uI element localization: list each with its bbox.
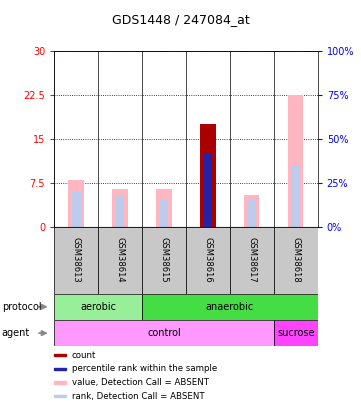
Bar — [160, 200, 168, 227]
Text: value, Detection Call = ABSENT: value, Detection Call = ABSENT — [72, 378, 209, 387]
Text: agent: agent — [2, 328, 30, 338]
Text: GSM38617: GSM38617 — [247, 237, 256, 283]
Bar — [72, 192, 81, 227]
Bar — [247, 200, 256, 227]
Bar — [142, 227, 186, 294]
Bar — [54, 354, 66, 356]
Text: GDS1448 / 247084_at: GDS1448 / 247084_at — [112, 13, 249, 26]
Bar — [69, 180, 84, 227]
Text: sucrose: sucrose — [277, 328, 314, 338]
Text: anaerobic: anaerobic — [206, 302, 254, 312]
Text: GSM38615: GSM38615 — [160, 237, 169, 283]
Text: GSM38618: GSM38618 — [291, 237, 300, 283]
Bar — [274, 227, 318, 294]
Bar — [156, 189, 171, 227]
Text: count: count — [72, 351, 96, 360]
Text: GSM38613: GSM38613 — [71, 237, 81, 283]
Text: percentile rank within the sample: percentile rank within the sample — [72, 364, 217, 373]
Bar — [204, 153, 212, 227]
Text: control: control — [147, 328, 181, 338]
Bar — [54, 320, 274, 346]
Text: GSM38614: GSM38614 — [116, 237, 125, 283]
Bar — [54, 227, 98, 294]
Bar — [142, 294, 318, 320]
Bar — [200, 124, 216, 227]
Text: protocol: protocol — [2, 302, 42, 312]
Bar — [98, 227, 142, 294]
Bar — [116, 194, 125, 227]
Text: rank, Detection Call = ABSENT: rank, Detection Call = ABSENT — [72, 392, 204, 401]
Bar — [54, 395, 66, 397]
Bar — [54, 368, 66, 370]
Text: GSM38616: GSM38616 — [203, 237, 212, 283]
Bar — [291, 165, 300, 227]
Bar — [230, 227, 274, 294]
Bar — [54, 294, 142, 320]
Bar — [204, 153, 212, 227]
Bar — [186, 227, 230, 294]
Bar — [112, 189, 128, 227]
Text: aerobic: aerobic — [80, 302, 116, 312]
Bar — [200, 124, 216, 227]
Bar — [54, 381, 66, 384]
Bar — [244, 194, 260, 227]
Bar — [274, 320, 318, 346]
Bar — [288, 95, 303, 227]
